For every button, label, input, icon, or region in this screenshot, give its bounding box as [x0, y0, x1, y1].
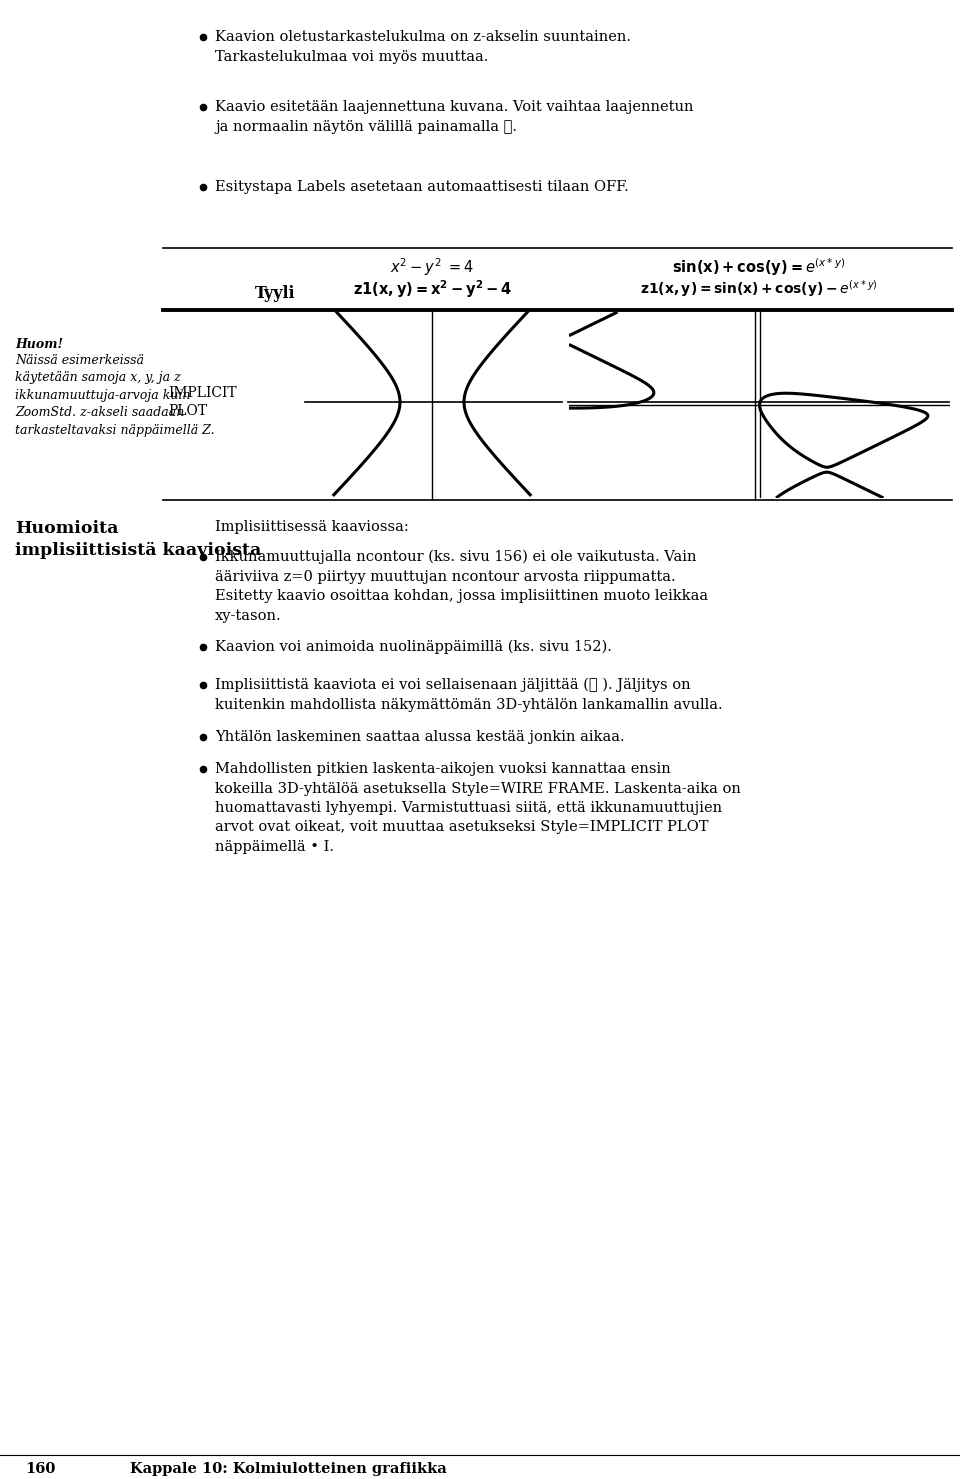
Text: Mahdollisten pitkien laskenta-aikojen vuoksi kannattaa ensin
kokeilla 3D-yhtälöä: Mahdollisten pitkien laskenta-aikojen vu…: [215, 762, 741, 853]
Text: $x^2 - y^2\ =4$: $x^2 - y^2\ =4$: [391, 256, 474, 278]
Text: 160: 160: [25, 1463, 56, 1476]
Text: Implisiittistä kaaviota ei voi sellaisenaan jäljittää (⓲ ). Jäljitys on
kuitenki: Implisiittistä kaaviota ei voi sellaisen…: [215, 677, 723, 711]
Text: Huom!: Huom!: [15, 339, 63, 351]
Text: Tyyli: Tyyli: [254, 285, 295, 302]
Text: $\mathbf{z1(x,y)=sin(x)+cos(y)-}e^{(x*y)}$: $\mathbf{z1(x,y)=sin(x)+cos(y)-}e^{(x*y)…: [639, 278, 877, 299]
Text: Ikkunamuuttujalla ncontour (ks. sivu 156) ei ole vaikutusta. Vain
ääriviiva z=0 : Ikkunamuuttujalla ncontour (ks. sivu 156…: [215, 550, 708, 623]
Text: Esitystapa Labels asetetaan automaattisesti tilaan OFF.: Esitystapa Labels asetetaan automaattise…: [215, 180, 629, 194]
Text: Kaavio esitetään laajennettuna kuvana. Voit vaihtaa laajennetun
ja normaalin näy: Kaavio esitetään laajennettuna kuvana. V…: [215, 101, 693, 133]
Text: Kaavion voi animoida nuolinäppäimillä (ks. sivu 152).: Kaavion voi animoida nuolinäppäimillä (k…: [215, 640, 612, 654]
Text: Yhtälön laskeminen saattaa alussa kestää jonkin aikaa.: Yhtälön laskeminen saattaa alussa kestää…: [215, 731, 625, 744]
Text: Huomioita
implisiittisistä kaavioista: Huomioita implisiittisistä kaavioista: [15, 521, 261, 559]
Text: Kaavion oletustarkastelukulma on z-akselin suuntainen.
Tarkastelukulmaa voi myös: Kaavion oletustarkastelukulma on z-aksel…: [215, 30, 631, 64]
Text: $\bf{z1(x,y)=x^2 - y^2 - 4}$: $\bf{z1(x,y)=x^2 - y^2 - 4}$: [353, 278, 512, 300]
Text: IMPLICIT
PLOT: IMPLICIT PLOT: [168, 386, 236, 419]
Text: $\mathbf{sin(x)+cos(y)=}e^{(x*y)}$: $\mathbf{sin(x)+cos(y)=}e^{(x*y)}$: [672, 256, 845, 278]
Text: Kappale 10: Kolmiulotteinen grafiikka: Kappale 10: Kolmiulotteinen grafiikka: [130, 1463, 446, 1476]
Text: Implisiittisessä kaaviossa:: Implisiittisessä kaaviossa:: [215, 521, 409, 534]
Text: Näissä esimerkeissä
käytetään samoja x, y, ja z
ikkunamuuttuja-arvoja kuin
ZoomS: Näissä esimerkeissä käytetään samoja x, …: [15, 353, 215, 436]
